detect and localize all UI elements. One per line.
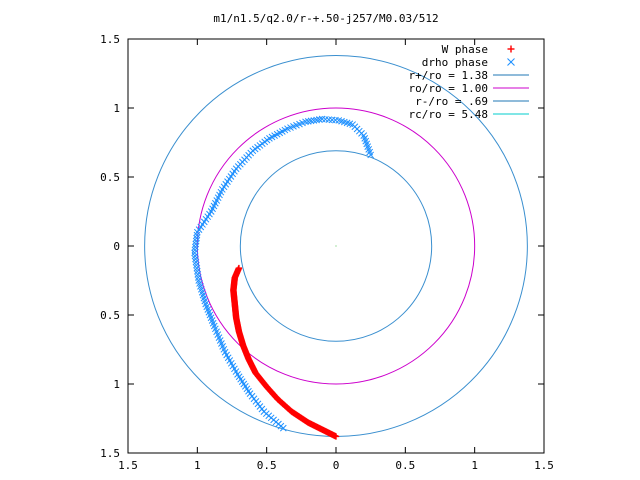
y-tick-label: 0	[113, 240, 120, 253]
drho-phase-point	[318, 115, 326, 123]
legend-symbol	[507, 45, 515, 53]
x-tick-label: 1	[471, 459, 478, 472]
x-tick-label: 1.5	[118, 459, 138, 472]
x-tick-label: 0.5	[257, 459, 277, 472]
drho-phase-point	[310, 117, 318, 124]
center-point	[335, 245, 337, 247]
y-tick-label: 0.5	[100, 309, 120, 322]
y-tick-label: 1	[113, 102, 120, 115]
legend-label: rc/ro = 5.48	[409, 108, 488, 121]
x-tick-label: 0.5	[395, 459, 415, 472]
legend-label: ro/ro = 1.00	[409, 82, 488, 95]
drho-phase-point	[313, 116, 320, 124]
y-tick-label: 0.5	[100, 171, 120, 184]
legend-item: r+/ro = 1.38	[409, 69, 529, 82]
y-tick-label: 1.5	[100, 447, 120, 460]
legend-label: r-/ro = .69	[415, 95, 488, 108]
series-w-phase	[230, 264, 340, 440]
circle-r	[239, 150, 433, 342]
y-tick-label: 1.5	[100, 33, 120, 46]
legend-item: drho phase	[422, 56, 515, 69]
drho-phase-point	[304, 117, 312, 125]
drho-phase-point	[316, 116, 323, 123]
legend-symbol	[507, 58, 515, 66]
drho-phase-point	[279, 424, 287, 432]
legend-item: W phase	[442, 43, 515, 56]
series-drho-phase	[191, 115, 375, 432]
w-phase-point	[332, 433, 340, 440]
legend-label: r+/ro = 1.38	[409, 69, 488, 82]
legend-item: ro/ro = 1.00	[409, 82, 529, 95]
legend-label: drho phase	[422, 56, 488, 69]
x-tick-label: 0	[333, 459, 340, 472]
y-tick-label: 1	[113, 378, 120, 391]
chart-title: m1/n1.5/q2.0/r-+.50-j257/M0.03/512	[213, 12, 438, 25]
x-tick-label: 1	[194, 459, 201, 472]
legend-label: W phase	[442, 43, 488, 56]
x-tick-label: 1.5	[534, 459, 554, 472]
legend-item: r-/ro = .69	[415, 95, 529, 108]
drho-phase-point	[307, 117, 315, 125]
legend-item: rc/ro = 5.48	[409, 108, 529, 121]
